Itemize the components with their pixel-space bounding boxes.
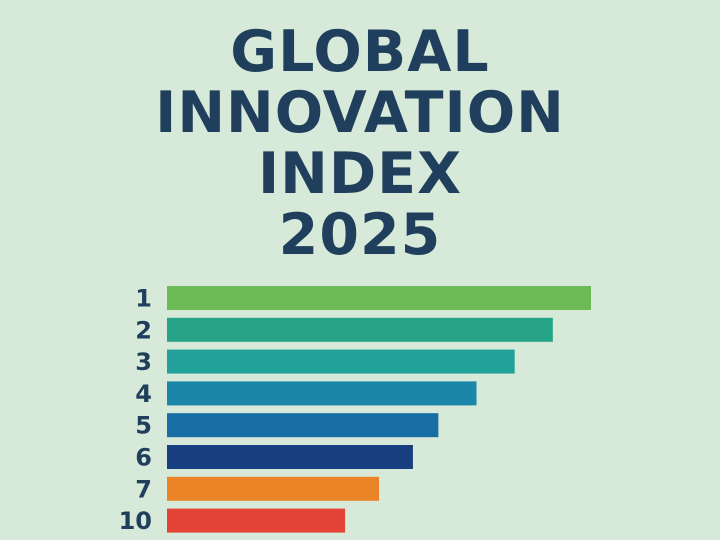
title-line-4: 2025 <box>278 202 442 268</box>
rank-label-1: 1 <box>135 285 152 313</box>
title-line-3: INDEX <box>257 141 463 207</box>
rank-label-4: 4 <box>135 380 152 408</box>
rank-label-2: 2 <box>135 316 152 344</box>
rank-label-3: 3 <box>135 348 152 376</box>
bar-rank-7 <box>167 476 379 501</box>
bar-chart: 1 2 3 4 5 6 7 10 <box>119 285 591 535</box>
title-line-1: GLOBAL <box>230 19 490 85</box>
rank-label-10: 10 <box>119 507 152 535</box>
title-line-2: INNOVATION <box>155 80 565 146</box>
rank-label-7: 7 <box>135 475 152 503</box>
bar-rank-2 <box>167 317 553 342</box>
bar-rank-4 <box>167 381 477 406</box>
rank-label-6: 6 <box>135 444 152 472</box>
bar-rank-1 <box>167 286 591 310</box>
bar-rank-3 <box>167 349 515 374</box>
bar-rank-10 <box>167 508 346 533</box>
bar-rank-6 <box>167 445 413 469</box>
bar-rank-5 <box>167 413 439 438</box>
chart-title: GLOBAL INNOVATION INDEX 2025 <box>0 22 720 266</box>
rank-label-5: 5 <box>135 412 152 440</box>
